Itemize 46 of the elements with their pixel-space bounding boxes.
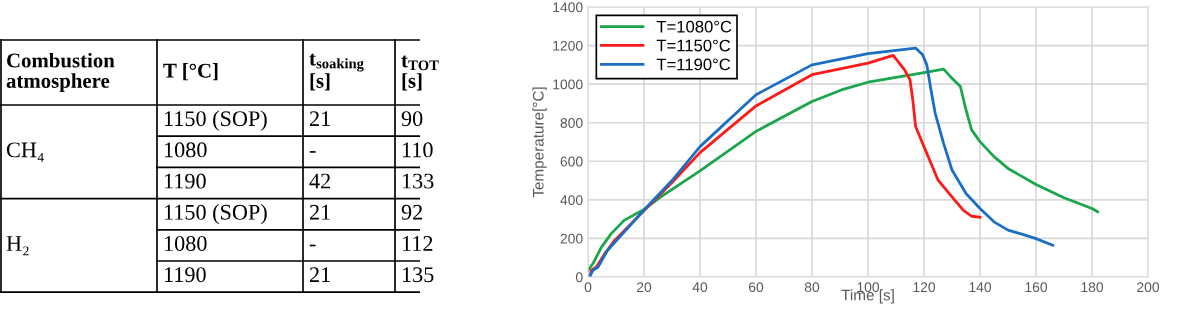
y-tick-label: 200: [560, 233, 583, 244]
text: 1190: [164, 173, 206, 189]
y-tick-label: 1000: [553, 79, 583, 90]
text: -: [309, 151, 316, 153]
y-tick-label: 600: [560, 156, 583, 167]
y-tick-label: 0: [575, 272, 583, 283]
text: 92: [401, 204, 422, 220]
text: 1080: [164, 235, 207, 251]
text: T [°C]: [163, 63, 218, 81]
x-tick-label: 80: [804, 282, 820, 293]
text: 21: [309, 204, 330, 220]
text: -: [309, 244, 316, 247]
text: 21: [309, 267, 330, 282]
text: 1190: [164, 267, 206, 283]
x-tick-label: 120: [913, 282, 936, 293]
x-tick-label: 200: [1137, 282, 1160, 293]
text: t$_{soaking}$ [s]: [309, 53, 364, 91]
text: 135: [402, 267, 434, 283]
legend-label: T=1080°C: [656, 20, 732, 33]
y-tick-label: 400: [560, 195, 583, 206]
legend-label: T=1150°C: [656, 39, 731, 52]
y-axis-title: Temperature[°C]: [532, 87, 547, 198]
x-tick-label: 140: [969, 282, 992, 293]
text: Combustion atmosphere: [6, 52, 115, 93]
text: 112: [402, 236, 433, 251]
y-tick-label: 1400: [553, 2, 583, 13]
x-tick-label: 60: [748, 282, 764, 293]
text: 1080: [164, 142, 207, 158]
text: CH₄: [6, 142, 44, 162]
text: 42: [309, 173, 330, 189]
text: 1150 (SOP): [164, 204, 267, 225]
text: H₂: [6, 236, 29, 256]
y-tick-label: 1200: [553, 40, 583, 51]
x-tick-label: 40: [692, 282, 708, 293]
x-tick-label: 180: [1081, 282, 1104, 293]
x-tick-label: 160: [1025, 282, 1048, 293]
text: 110: [402, 142, 433, 158]
text: 90: [401, 111, 423, 127]
x-tick-label: 20: [636, 282, 652, 293]
text: 21: [309, 111, 330, 126]
y-tick-label: 800: [560, 118, 583, 128]
text: 133: [402, 173, 434, 189]
x-tick-label: 0: [584, 282, 592, 293]
text: 1150 (SOP): [164, 110, 267, 131]
text: t$_{TOT}$ [s]: [401, 55, 439, 91]
legend-label: T=1190°C: [656, 58, 731, 71]
